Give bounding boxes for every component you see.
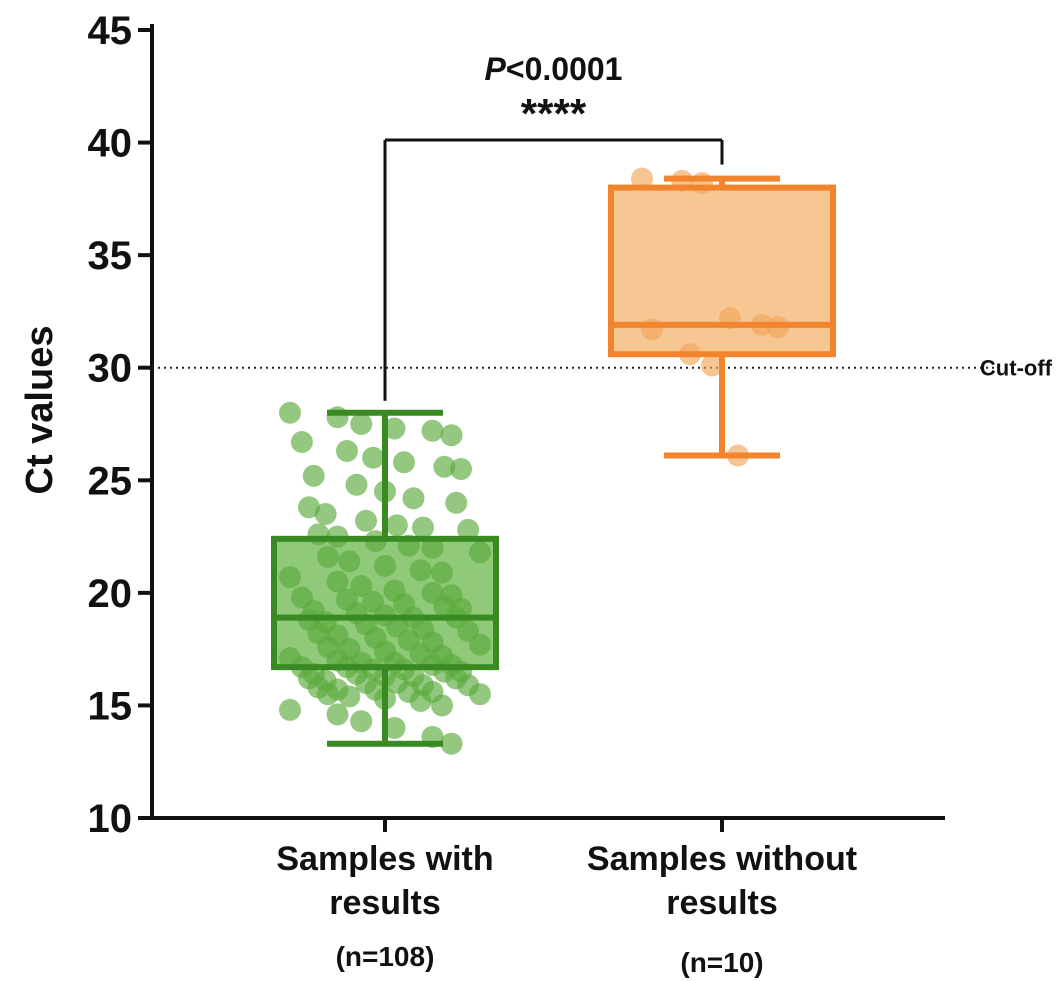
data-point xyxy=(336,440,358,463)
data-point xyxy=(279,566,301,589)
y-tick-label: 40 xyxy=(88,122,133,166)
data-point xyxy=(338,685,361,708)
data-point xyxy=(326,406,349,429)
data-point xyxy=(385,514,408,537)
data-point xyxy=(307,523,330,546)
data-point xyxy=(469,541,491,564)
data-point xyxy=(440,732,463,755)
sample-size-label: (n=108) xyxy=(336,941,435,972)
data-point xyxy=(314,503,337,526)
data-point xyxy=(362,446,385,469)
data-point xyxy=(402,487,425,510)
data-point xyxy=(302,464,325,487)
y-tick-label: 25 xyxy=(88,459,133,503)
data-point xyxy=(350,710,373,733)
data-point xyxy=(691,172,713,195)
data-point xyxy=(317,683,339,706)
data-point xyxy=(469,683,491,706)
data-point xyxy=(298,496,320,519)
y-tick-label: 45 xyxy=(88,9,133,53)
data-point xyxy=(421,419,444,442)
data-point xyxy=(350,575,373,598)
data-point xyxy=(409,689,432,712)
plot-area: 10 15 20 25 30 35 40 45 Ct values Cut-off Samples … xyxy=(19,9,1053,978)
y-tick-label: 30 xyxy=(88,347,133,391)
data-point xyxy=(450,458,472,481)
data-point xyxy=(338,550,361,573)
data-point xyxy=(279,698,301,721)
data-point xyxy=(440,424,463,447)
data-point xyxy=(641,318,663,341)
data-point xyxy=(326,570,349,593)
data-point xyxy=(393,451,415,474)
data-point xyxy=(412,516,434,539)
p-symbol: P xyxy=(485,51,507,87)
box-outline-1 xyxy=(271,535,499,671)
box-outline-2 xyxy=(608,184,836,358)
data-point xyxy=(421,536,444,559)
data-point xyxy=(355,509,377,532)
data-point xyxy=(317,545,339,568)
data-point xyxy=(701,354,723,377)
p-value-label: P<0.0001 xyxy=(485,51,623,87)
significance-stars: **** xyxy=(521,90,587,137)
cutoff-label: Cut-off xyxy=(980,356,1053,381)
category-label-line1: Samples with xyxy=(276,840,493,878)
data-point xyxy=(374,554,396,577)
data-point xyxy=(383,716,406,739)
data-point xyxy=(290,431,313,454)
y-tick-label: 10 xyxy=(88,797,133,841)
data-point xyxy=(431,694,453,717)
y-tick-label: 20 xyxy=(88,572,133,616)
category-label-line1: Samples without xyxy=(587,840,857,878)
data-point xyxy=(326,703,349,726)
data-point xyxy=(433,455,456,478)
data-point xyxy=(469,633,491,656)
data-point xyxy=(409,559,432,582)
y-tick-label: 35 xyxy=(88,234,133,278)
category-label-line2: results xyxy=(666,884,778,922)
data-point xyxy=(383,417,406,440)
y-tick-label: 15 xyxy=(88,684,133,728)
data-point xyxy=(350,413,373,435)
y-axis-label: Ct values xyxy=(19,326,61,495)
data-point xyxy=(457,518,480,541)
data-point xyxy=(431,561,453,584)
data-point xyxy=(631,167,653,190)
category-label-line2: results xyxy=(329,884,441,922)
data-point xyxy=(345,473,368,496)
data-point xyxy=(445,491,468,514)
p-value: <0.0001 xyxy=(506,51,623,87)
data-point xyxy=(279,401,301,424)
sample-size-label: (n=10) xyxy=(680,947,763,978)
